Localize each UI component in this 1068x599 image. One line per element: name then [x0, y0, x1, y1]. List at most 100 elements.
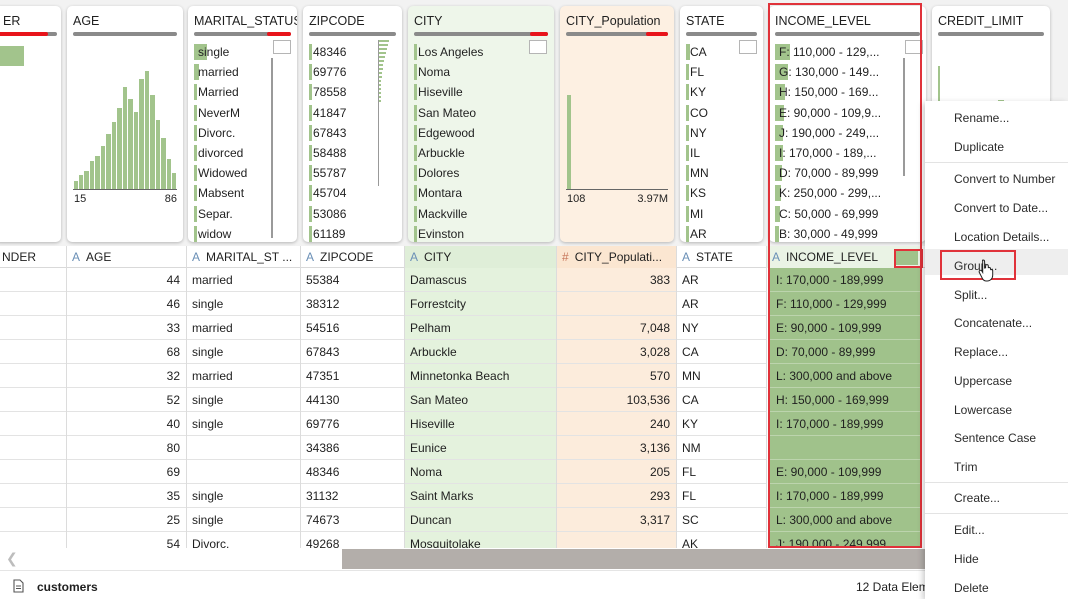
profile-value-row[interactable]: MN: [686, 163, 709, 183]
scroll-left-icon[interactable]: ❮: [6, 550, 18, 566]
column-header-age[interactable]: A AGE: [66, 246, 186, 268]
cell-city[interactable]: Forrestcity: [404, 292, 556, 316]
cell-income[interactable]: I: 170,000 - 189,999: [770, 412, 920, 436]
menu-item-location-details[interactable]: Location Details...: [954, 230, 1050, 244]
cell-gender[interactable]: [0, 388, 66, 412]
cell-age[interactable]: 32: [66, 364, 186, 388]
profile-value-row[interactable]: 53086: [309, 204, 346, 224]
cell-zip[interactable]: 74673: [300, 508, 404, 532]
cell-pop[interactable]: 3,136: [556, 436, 676, 460]
cell-gender[interactable]: [0, 340, 66, 364]
cell-marital[interactable]: married: [186, 364, 300, 388]
cell-state[interactable]: MN: [676, 364, 766, 388]
menu-item-sentence-case[interactable]: Sentence Case: [954, 431, 1037, 445]
cell-state[interactable]: SC: [676, 508, 766, 532]
profile-value-row[interactable]: AR: [686, 224, 709, 242]
menu-item-convert-to-number[interactable]: Convert to Number: [954, 172, 1056, 186]
cell-state[interactable]: CA: [676, 388, 766, 412]
menu-item-concatenate[interactable]: Concatenate...: [954, 316, 1033, 330]
profile-value-row[interactable]: divorced: [194, 143, 247, 163]
cell-state[interactable]: NM: [676, 436, 766, 460]
cell-marital[interactable]: single: [186, 508, 300, 532]
cell-income[interactable]: H: 150,000 - 169,999: [770, 388, 920, 412]
cell-city[interactable]: Pelham: [404, 316, 556, 340]
dataset-name[interactable]: customers: [37, 580, 98, 594]
profile-value-row[interactable]: B: 30,000 - 49,999: [775, 224, 881, 242]
profile-value-row[interactable]: NeverM: [194, 103, 247, 123]
cell-city[interactable]: Mosquitolake: [404, 532, 556, 548]
cell-marital[interactable]: married: [186, 268, 300, 292]
profile-value-row[interactable]: CA: [686, 42, 709, 62]
profile-value-row[interactable]: Evinston: [414, 224, 483, 242]
cell-city[interactable]: Saint Marks: [404, 484, 556, 508]
profile-value-row[interactable]: 78558: [309, 82, 346, 102]
profile-value-row[interactable]: Arbuckle: [414, 143, 483, 163]
cell-city[interactable]: Damascus: [404, 268, 556, 292]
cell-pop[interactable]: 7,048: [556, 316, 676, 340]
profile-value-row[interactable]: 45704: [309, 183, 346, 203]
profile-value-row[interactable]: E: 90,000 - 109,9...: [775, 103, 881, 123]
scrollbar-thumb[interactable]: [342, 549, 932, 569]
cell-income[interactable]: I: 170,000 - 189,999: [770, 484, 920, 508]
profile-value-row[interactable]: NY: [686, 123, 709, 143]
profile-value-row[interactable]: Mabsent: [194, 183, 247, 203]
cell-city[interactable]: Hiseville: [404, 412, 556, 436]
cell-income[interactable]: E: 90,000 - 109,999: [770, 316, 920, 340]
cell-marital[interactable]: single: [186, 292, 300, 316]
cell-age[interactable]: 69: [66, 460, 186, 484]
menu-item-split[interactable]: Split...: [954, 288, 988, 302]
cell-pop[interactable]: [556, 292, 676, 316]
cell-zip[interactable]: 67843: [300, 340, 404, 364]
profile-value-row[interactable]: 67843: [309, 123, 346, 143]
cell-marital[interactable]: single: [186, 412, 300, 436]
profile-value-row[interactable]: married: [194, 62, 247, 82]
cell-gender[interactable]: [0, 484, 66, 508]
profile-value-row[interactable]: J: 190,000 - 249,...: [775, 123, 881, 143]
cell-pop[interactable]: 293: [556, 484, 676, 508]
cell-income[interactable]: F: 110,000 - 129,999: [770, 292, 920, 316]
mini-overview[interactable]: [905, 40, 923, 54]
cell-state[interactable]: NY: [676, 316, 766, 340]
profile-value-row[interactable]: Widowed: [194, 163, 247, 183]
profile-value-row[interactable]: Los Angeles: [414, 42, 483, 62]
profile-value-row[interactable]: Hiseville: [414, 82, 483, 102]
cell-zip[interactable]: 48346: [300, 460, 404, 484]
column-options-button[interactable]: [896, 251, 918, 265]
cell-income[interactable]: D: 70,000 - 89,999: [770, 340, 920, 364]
profile-card-city[interactable]: CITY Los Angeles Noma Hiseville San Mateo Ed…: [408, 6, 554, 242]
cell-state[interactable]: AR: [676, 268, 766, 292]
profile-scrollbar[interactable]: [271, 58, 273, 238]
menu-item-edit[interactable]: Edit...: [954, 523, 985, 537]
cell-age[interactable]: 35: [66, 484, 186, 508]
cell-pop[interactable]: 103,536: [556, 388, 676, 412]
cell-gender[interactable]: [0, 316, 66, 340]
horizontal-scrollbar[interactable]: ❮: [0, 548, 1068, 570]
mini-overview[interactable]: [273, 40, 291, 54]
column-header-gender[interactable]: NDER: [0, 246, 66, 268]
cell-city[interactable]: Duncan: [404, 508, 556, 532]
profile-value-row[interactable]: IL: [686, 143, 709, 163]
profile-card-gender[interactable]: ER: [0, 6, 61, 242]
profile-value-row[interactable]: Dolores: [414, 163, 483, 183]
cell-income[interactable]: E: 90,000 - 109,999: [770, 460, 920, 484]
menu-item-convert-to-date[interactable]: Convert to Date...: [954, 201, 1049, 215]
profile-value-row[interactable]: Edgewood: [414, 123, 483, 143]
profile-value-row[interactable]: C: 50,000 - 69,999: [775, 204, 881, 224]
column-header-income-level[interactable]: A INCOME_LEVEL: [766, 246, 922, 268]
cell-age[interactable]: 25: [66, 508, 186, 532]
mini-overview[interactable]: [739, 40, 757, 54]
menu-item-delete[interactable]: Delete: [954, 581, 989, 595]
cell-pop[interactable]: 3,317: [556, 508, 676, 532]
cell-state[interactable]: AR: [676, 292, 766, 316]
cell-gender[interactable]: [0, 292, 66, 316]
cell-pop[interactable]: 570: [556, 364, 676, 388]
cell-gender[interactable]: [0, 436, 66, 460]
menu-item-lowercase[interactable]: Lowercase: [954, 403, 1013, 417]
profile-value-row[interactable]: K: 250,000 - 299,...: [775, 183, 881, 203]
cell-marital[interactable]: single: [186, 340, 300, 364]
menu-item-hide[interactable]: Hide: [954, 552, 979, 566]
profile-value-row[interactable]: 55787: [309, 163, 346, 183]
profile-card-age[interactable]: AGE 15 86: [67, 6, 183, 242]
cell-income[interactable]: I: 170,000 - 189,999: [770, 268, 920, 292]
column-header-city-population[interactable]: # CITY_Populati...: [556, 246, 676, 268]
